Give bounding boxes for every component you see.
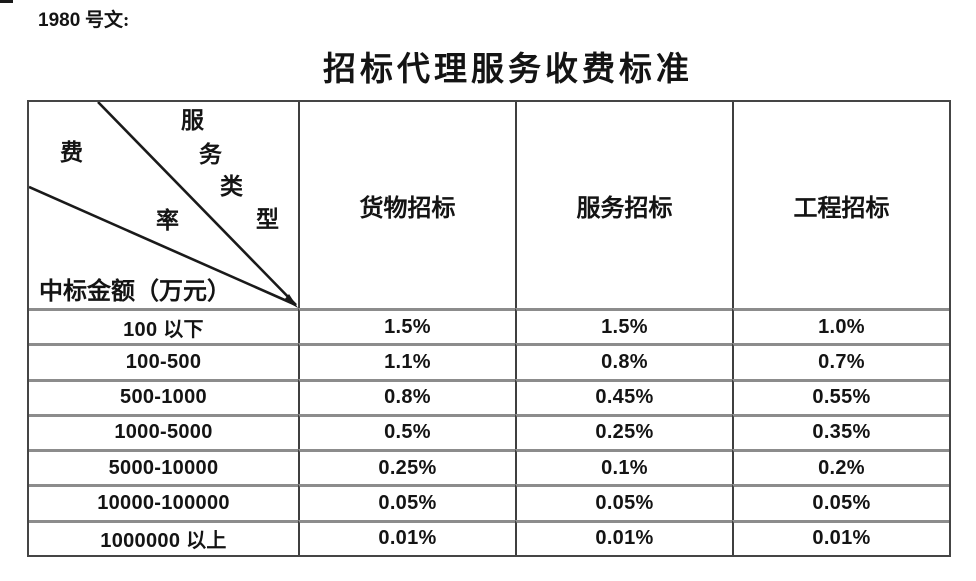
rate-cell: 0.05% — [732, 484, 949, 520]
rate-cell: 0.35% — [732, 413, 949, 450]
row-label: 100 以下 — [29, 308, 298, 343]
service-type-char-2: 务 — [199, 142, 222, 167]
rate-cell: 1.5% — [515, 308, 732, 344]
rate-cell: 0.25% — [298, 449, 515, 485]
doc-reference-number: 1980 — [38, 10, 81, 31]
row-label: 5000-10000 — [29, 449, 298, 484]
rate-cell: 0.05% — [298, 484, 515, 520]
row-label: 1000000 以上 — [29, 519, 298, 555]
row-label: 100-500 — [29, 343, 298, 378]
amount-axis-label: 中标金额（万元） — [39, 279, 231, 305]
rate-cell: 0.1% — [515, 449, 732, 485]
rate-cell: 0.2% — [732, 449, 949, 485]
diagonal-divider — [29, 102, 298, 308]
rate-cell: 0.05% — [515, 484, 732, 520]
corner-mark — [0, 0, 13, 3]
rate-cell: 0.8% — [515, 343, 732, 379]
rate-cell: 0.5% — [298, 413, 515, 450]
rate-cell: 0.01% — [298, 519, 515, 555]
service-type-char-4: 型 — [256, 207, 279, 232]
service-type-char-1: 服 — [181, 108, 204, 133]
rate-cell: 0.25% — [515, 413, 732, 450]
fee-char: 费 — [60, 140, 83, 165]
row-label: 10000-100000 — [29, 484, 298, 519]
doc-reference-text: 号文: — [85, 10, 130, 31]
rate-cell: 0.45% — [515, 378, 732, 414]
fee-standard-table: 服 费 务 类 率 型 中标金额（万元） 货物招标 服务招标 工程招标 100 … — [27, 100, 951, 557]
rate-cell: 0.01% — [515, 519, 732, 555]
column-header-goods: 货物招标 — [298, 102, 515, 308]
rate-cell: 0.7% — [732, 343, 949, 379]
rate-cell: 1.1% — [298, 343, 515, 379]
rate-char: 率 — [156, 208, 179, 233]
row-label: 1000-5000 — [29, 413, 298, 449]
column-header-engineering: 工程招标 — [732, 102, 949, 308]
page-title: 招标代理服务收费标准 — [323, 52, 693, 88]
rate-cell: 0.55% — [732, 378, 949, 414]
rate-cell: 1.0% — [732, 308, 949, 344]
rate-cell: 0.01% — [732, 519, 949, 555]
column-header-services: 服务招标 — [515, 102, 732, 308]
service-type-char-3: 类 — [220, 174, 243, 199]
table-corner-cell: 服 费 务 类 率 型 中标金额（万元） — [29, 102, 298, 308]
row-label: 500-1000 — [29, 378, 298, 414]
rate-cell: 1.5% — [298, 308, 515, 344]
rate-cell: 0.8% — [298, 378, 515, 414]
doc-reference: 1980 号文: — [38, 5, 129, 32]
